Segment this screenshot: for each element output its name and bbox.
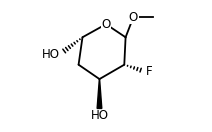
Text: F: F xyxy=(146,65,153,78)
Text: O: O xyxy=(129,11,138,23)
Polygon shape xyxy=(97,79,102,109)
Text: HO: HO xyxy=(91,109,109,122)
Text: HO: HO xyxy=(42,48,60,61)
Text: O: O xyxy=(101,18,111,31)
